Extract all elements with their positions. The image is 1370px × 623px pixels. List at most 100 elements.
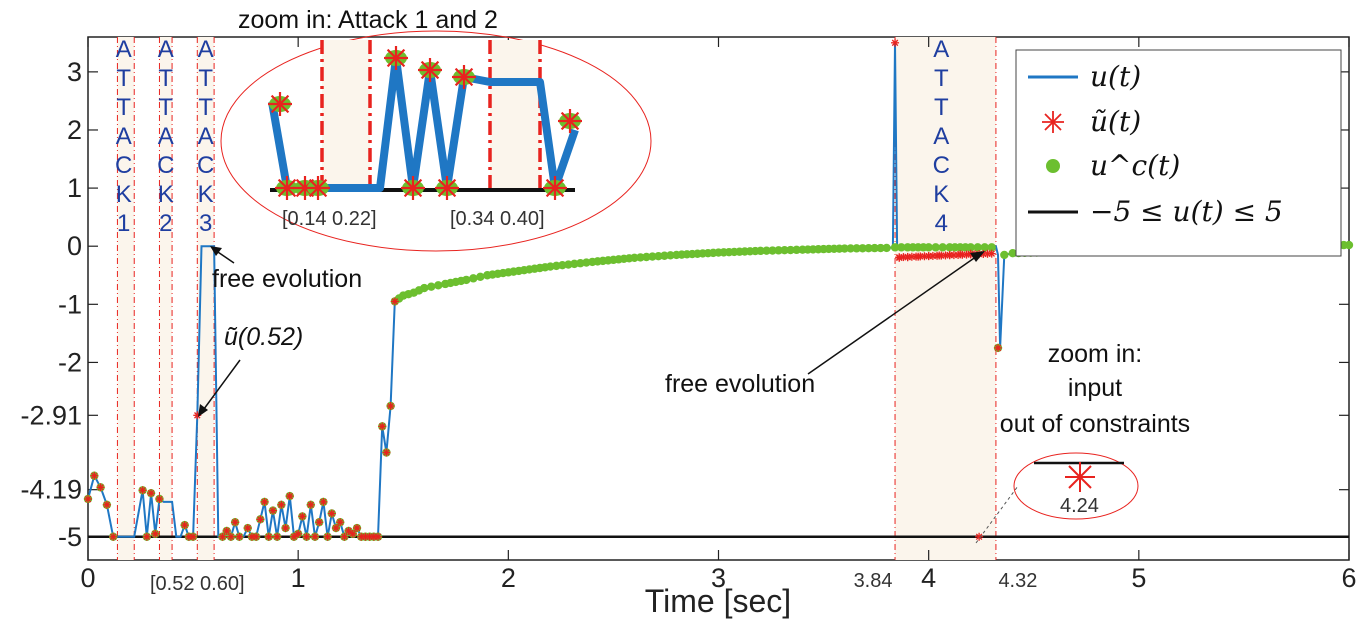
u-tilde-point [96, 483, 105, 492]
uc-point [858, 244, 867, 253]
zoom-range-2: [0.34 0.40] [450, 208, 545, 230]
u-tilde-point [987, 249, 996, 258]
uc-point [762, 246, 771, 255]
attack-label-letter: K [933, 181, 949, 208]
attack-label-letter: A [116, 36, 132, 63]
uc-point [476, 272, 485, 282]
y-tick-label: 1 [67, 173, 82, 203]
free-evolution-arrowhead-1 [210, 246, 222, 256]
u-tilde-point [975, 532, 984, 541]
u-tilde-point [231, 518, 240, 527]
u-tilde-point [235, 532, 244, 541]
window-3-range: [0.52 0.60] [150, 573, 245, 595]
u-tilde-point [277, 500, 286, 509]
uc-point [780, 245, 789, 255]
uc-point [792, 245, 801, 255]
u-tilde-point [323, 532, 332, 541]
u-tilde-point [891, 38, 900, 47]
u-tilde-point [315, 518, 324, 527]
legend-uc-label: u^c(t) [1090, 149, 1180, 182]
zoom-u-tilde-point [452, 65, 476, 89]
zoom-shade-2 [490, 40, 540, 190]
uc-point [404, 289, 413, 299]
zoom-u-tilde-point [418, 58, 442, 82]
attack-label-letter: K [198, 181, 214, 208]
zoom-inset-attacks: zoom in: Attack 1 and 2 [0.14 0.22] [0.3… [220, 6, 652, 252]
free-evolution-arrowhead-2 [970, 251, 985, 262]
zoom-u-tilde-point [401, 176, 425, 200]
attack-window-shade-2 [159, 37, 173, 560]
attack-label-letter: C [933, 152, 950, 179]
u-tilde-point [102, 500, 111, 509]
uc-point [469, 274, 478, 283]
legend-box [1015, 49, 1342, 257]
zoom-u-tilde-point [268, 92, 292, 116]
u-tilde-point [226, 532, 235, 541]
x-tick-label: 2 [501, 563, 516, 593]
x-tick-label: 5 [1131, 563, 1146, 593]
uc-point [666, 251, 675, 260]
u-tilde-point [331, 524, 340, 533]
uc-point [919, 243, 928, 252]
u-tilde-point [306, 500, 315, 509]
attack-label-letter: 3 [199, 210, 212, 237]
uc-point [540, 263, 550, 272]
u-tilde-label: ũ(0.52) [224, 323, 303, 351]
attack-label-letter: 4 [935, 210, 948, 237]
free-evolution-label-2: free evolution [665, 370, 815, 398]
y-tick-label: 2 [67, 115, 82, 145]
u-tilde-point [289, 532, 298, 541]
attack-label-letter: K [158, 181, 174, 208]
uc-point [897, 243, 906, 252]
x-extra-tick-label: 4.32 [998, 570, 1037, 592]
u-tilde-point [390, 297, 399, 306]
uc-point [582, 258, 591, 267]
u-tilde-point [327, 509, 336, 518]
zoom-attack-lines [320, 40, 542, 190]
uc-point [427, 282, 436, 291]
x-axis-ticks: 0 1 2 3 4 5 63.84 4.32 [80, 37, 1357, 593]
u-tilde-point [142, 532, 151, 541]
uc-point [636, 253, 645, 262]
attack-label-letter: C [157, 152, 174, 179]
uc-point [456, 276, 466, 286]
u-tilde-point [310, 532, 319, 541]
attack-window-shade-1 [117, 37, 135, 560]
zoom-u-tilde-point [306, 176, 330, 200]
legend-u-tilde-swatch [1042, 111, 1064, 133]
legend-constraint-label: −5 ≤ u(t) ≤ 5 [1090, 195, 1283, 228]
attack-label-letter: A [198, 123, 214, 150]
legend-uc-swatch [1046, 159, 1060, 173]
zoom-ellipse [220, 30, 652, 252]
uc-point [648, 252, 657, 261]
attack-label-letter: A [158, 123, 174, 150]
zoom-input-ellipse [1013, 452, 1139, 520]
u-tilde-point [151, 529, 160, 538]
attack-label-letter: A [158, 36, 174, 63]
zoom-input-value: 4.24 [1060, 495, 1099, 517]
u-tilde-point [298, 512, 307, 521]
u-tilde-point [189, 532, 198, 541]
attack-label-letter: T [158, 94, 173, 121]
legend: u(t) ũ(t) u^c(t) −5 ≤ u(t) ≤ 5 [1015, 49, 1342, 257]
zoom-points [268, 46, 582, 200]
zoom-u-tilde-point [384, 46, 408, 70]
uc-point [882, 243, 891, 253]
u-tilde-point [374, 532, 383, 541]
attack-label-letter: 1 [117, 210, 130, 237]
zoom-input-star [1065, 462, 1095, 492]
x-tick-label: 0 [80, 563, 95, 593]
u-tilde-point [319, 497, 328, 506]
attack-label-letter: T [116, 94, 131, 121]
uc-point [890, 243, 900, 252]
uc-point [774, 246, 783, 255]
uc-point [642, 252, 651, 262]
u-tilde-arrow [200, 359, 241, 414]
u-tilde-point [268, 506, 277, 515]
legend-u-label: u(t) [1090, 60, 1141, 93]
u-tilde-point [273, 532, 282, 541]
attack-window-shade-4 [895, 37, 996, 560]
u-tilde-point [294, 529, 303, 538]
free-evolution-label-1: free evolution [212, 265, 362, 293]
